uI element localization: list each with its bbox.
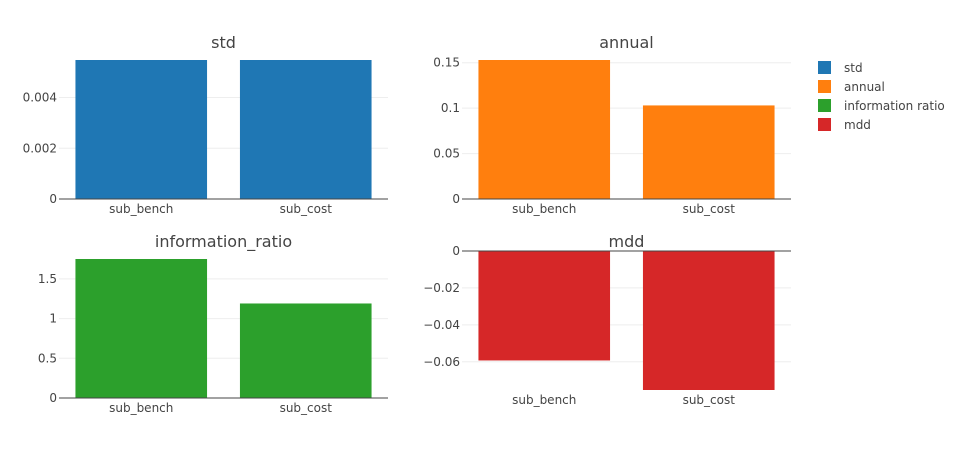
y-tick-label: −0.02 <box>423 281 460 295</box>
y-tick-label: 0 <box>452 192 460 206</box>
x-tick-label-sub_bench: sub_bench <box>512 202 576 216</box>
legend-item-std[interactable]: std <box>818 58 945 77</box>
y-tick-label: 0.002 <box>23 141 57 155</box>
subplot-title-information-ratio: information_ratio <box>155 232 292 252</box>
subplot-std: 0 0.002 0.004 sub_bench sub_cost std <box>23 33 388 216</box>
y-tick-label: −0.04 <box>423 318 460 332</box>
legend-label-std: std <box>844 60 863 75</box>
legend-swatch-std <box>818 61 831 74</box>
bar-mdd-sub_bench[interactable] <box>478 251 611 361</box>
subplot-title-annual: annual <box>599 33 653 52</box>
bar-std-sub_bench[interactable] <box>75 60 208 199</box>
bar-mdd-sub_cost[interactable] <box>642 251 775 390</box>
y-tick-label: 1 <box>49 312 57 326</box>
subplot-title-mdd: mdd <box>609 232 645 251</box>
legend-label-mdd: mdd <box>844 117 871 132</box>
legend-label-information-ratio: information ratio <box>844 98 945 113</box>
subplot-annual: 0 0.05 0.1 0.15 sub_bench sub_cost annual <box>433 33 791 216</box>
bar-annual-sub_bench[interactable] <box>478 60 611 199</box>
legend-swatch-mdd <box>818 118 831 131</box>
x-tick-label-sub_cost: sub_cost <box>280 202 333 216</box>
y-tick-label: 0 <box>49 192 57 206</box>
subplot-information-ratio: 0 0.5 1 1.5 sub_bench sub_cost information_rat… <box>38 232 388 415</box>
subplot-title-std: std <box>211 33 236 52</box>
legend-swatch-annual <box>818 80 831 93</box>
bar-std-sub_cost[interactable] <box>239 60 372 199</box>
x-tick-label-sub_cost: sub_cost <box>683 202 736 216</box>
legend-swatch-information-ratio <box>818 99 831 112</box>
bar-information-ratio-sub_bench[interactable] <box>75 259 208 398</box>
y-tick-label: 0.5 <box>38 351 57 365</box>
x-tick-label-sub_cost: sub_cost <box>280 401 333 415</box>
x-tick-label-sub_bench: sub_bench <box>109 401 173 415</box>
bar-annual-sub_cost[interactable] <box>642 105 775 199</box>
legend-label-annual: annual <box>844 79 885 94</box>
x-tick-label-sub_cost: sub_cost <box>683 393 736 407</box>
y-tick-label: 0.05 <box>433 147 460 161</box>
bar-information-ratio-sub_cost[interactable] <box>239 303 372 398</box>
y-tick-label: 0.004 <box>23 91 57 105</box>
subplot-mdd: 0 −0.02 −0.04 −0.06 sub_bench sub_cost mdd <box>423 232 791 407</box>
x-tick-label-sub_bench: sub_bench <box>109 202 173 216</box>
legend: std annual information ratio mdd <box>818 58 945 134</box>
legend-item-information-ratio[interactable]: information ratio <box>818 96 945 115</box>
x-tick-label-sub_bench: sub_bench <box>512 393 576 407</box>
y-tick-label: 0 <box>49 391 57 405</box>
y-tick-label: 0.1 <box>441 101 460 115</box>
y-tick-label: 0 <box>452 244 460 258</box>
y-tick-label: −0.06 <box>423 355 460 369</box>
y-tick-label: 0.15 <box>433 56 460 70</box>
y-tick-label: 1.5 <box>38 272 57 286</box>
legend-item-annual[interactable]: annual <box>818 77 945 96</box>
legend-item-mdd[interactable]: mdd <box>818 115 945 134</box>
